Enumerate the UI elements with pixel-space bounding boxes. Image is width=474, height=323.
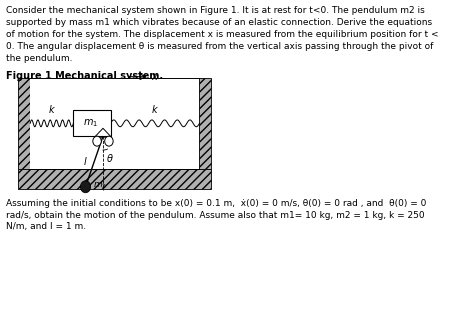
Bar: [30, 78, 200, 169]
Bar: [73, 110, 110, 136]
Text: supported by mass m1 which vibrates because of an elastic connection. Derive the: supported by mass m1 which vibrates beca…: [7, 18, 433, 27]
Text: 0. The angular displacement θ is measured from the vertical axis passing through: 0. The angular displacement θ is measure…: [7, 42, 434, 51]
Circle shape: [81, 181, 91, 193]
Text: $m_1$: $m_1$: [83, 118, 98, 129]
Text: $x$: $x$: [151, 72, 159, 82]
Text: $\theta$: $\theta$: [106, 152, 113, 164]
Text: N/m, and l = 1 m.: N/m, and l = 1 m.: [7, 223, 87, 232]
Bar: [18, 169, 211, 189]
Text: Consider the mechanical system shown in Figure 1. It is at rest for t<0. The pen: Consider the mechanical system shown in …: [7, 6, 425, 16]
Circle shape: [105, 136, 113, 146]
Circle shape: [93, 136, 101, 146]
Text: rad/s, obtain the motion of the pendulum. Assume also that m1= 10 kg, m2 = 1 kg,: rad/s, obtain the motion of the pendulum…: [7, 211, 425, 220]
Text: $l$: $l$: [83, 155, 88, 168]
Text: Figure 1 Mechanical system.: Figure 1 Mechanical system.: [7, 71, 164, 81]
Text: Assuming the initial conditions to be x(0) = 0.1 m,  ẋ(0) = 0 m/s, θ(0) = 0 rad : Assuming the initial conditions to be x(…: [7, 199, 427, 208]
Text: $k$: $k$: [151, 103, 159, 115]
Bar: [18, 78, 211, 189]
Text: $k$: $k$: [48, 103, 56, 115]
Bar: [18, 78, 30, 169]
Text: the pendulum.: the pendulum.: [7, 54, 73, 63]
Bar: [200, 78, 211, 169]
Text: $m_2$: $m_2$: [93, 181, 107, 191]
Text: of motion for the system. The displacement x is measured from the equilibrium po: of motion for the system. The displaceme…: [7, 30, 439, 39]
